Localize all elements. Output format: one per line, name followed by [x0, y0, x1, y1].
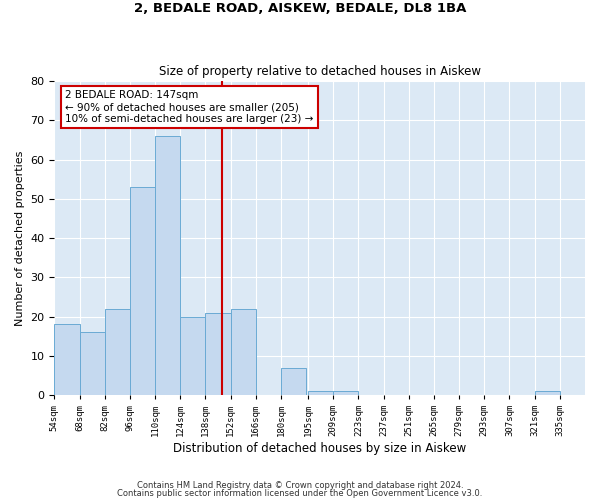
Bar	[308, 391, 333, 395]
Bar	[155, 136, 181, 395]
Bar	[535, 391, 560, 395]
Text: Contains public sector information licensed under the Open Government Licence v3: Contains public sector information licen…	[118, 489, 482, 498]
Bar	[205, 312, 230, 395]
Bar	[80, 332, 105, 395]
Bar	[130, 187, 155, 395]
Bar	[281, 368, 306, 395]
Text: 2 BEDALE ROAD: 147sqm
← 90% of detached houses are smaller (205)
10% of semi-det: 2 BEDALE ROAD: 147sqm ← 90% of detached …	[65, 90, 313, 124]
Bar	[55, 324, 80, 395]
Bar	[230, 309, 256, 395]
Text: 2, BEDALE ROAD, AISKEW, BEDALE, DL8 1BA: 2, BEDALE ROAD, AISKEW, BEDALE, DL8 1BA	[134, 2, 466, 16]
Text: Contains HM Land Registry data © Crown copyright and database right 2024.: Contains HM Land Registry data © Crown c…	[137, 480, 463, 490]
Title: Size of property relative to detached houses in Aiskew: Size of property relative to detached ho…	[159, 66, 481, 78]
X-axis label: Distribution of detached houses by size in Aiskew: Distribution of detached houses by size …	[173, 442, 466, 455]
Bar	[181, 316, 205, 395]
Y-axis label: Number of detached properties: Number of detached properties	[15, 150, 25, 326]
Bar	[105, 309, 130, 395]
Bar	[333, 391, 358, 395]
